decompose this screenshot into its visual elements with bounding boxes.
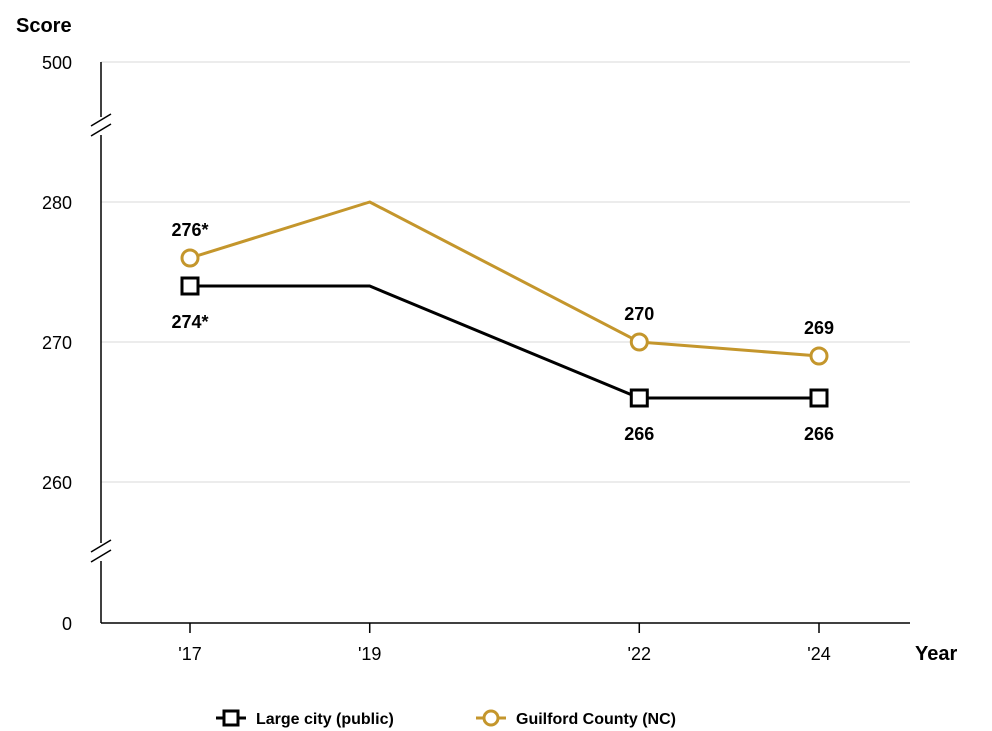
y-tick-labels: 500 280 270 260 0: [42, 53, 72, 634]
y-tick-label-260: 260: [42, 473, 72, 493]
data-labels: 274* 266 266 276* 270 269: [171, 220, 834, 444]
x-tick-label-0: '17: [178, 644, 201, 664]
axis-break-upper: [90, 113, 112, 137]
y-axis-title: Score: [16, 15, 72, 37]
series-0: [180, 276, 829, 408]
series-line-1: [189, 200, 820, 358]
data-point-square[interactable]: [180, 276, 200, 296]
legend-item-large-city[interactable]: Large city (public): [216, 709, 394, 728]
series-1: [180, 200, 829, 366]
data-label: 266: [624, 424, 654, 444]
legend-circle-marker-icon: [482, 709, 500, 727]
series-layer: [180, 200, 829, 408]
axis-break-lower: [90, 539, 112, 563]
x-tick-label-3: '24: [807, 644, 830, 664]
series-line-0: [190, 284, 819, 400]
x-axis-title: Year: [915, 643, 957, 665]
data-label: 269: [804, 318, 834, 338]
legend-item-guilford[interactable]: Guilford County (NC): [476, 709, 676, 728]
data-label: 276*: [171, 220, 208, 240]
x-tick-label-1: '19: [358, 644, 381, 664]
data-point-circle[interactable]: [180, 248, 200, 268]
y-tick-label-270: 270: [42, 333, 72, 353]
data-point-circle[interactable]: [629, 332, 649, 352]
x-tick-label-2: '22: [628, 644, 651, 664]
data-point-square[interactable]: [809, 388, 829, 408]
data-label: 274*: [171, 312, 208, 332]
legend-label-large-city: Large city (public): [256, 711, 394, 728]
y-tick-label-0: 0: [62, 614, 72, 634]
y-tick-label-500: 500: [42, 53, 72, 73]
data-label: 270: [624, 304, 654, 324]
axes: [90, 62, 910, 624]
y-tick-label-280: 280: [42, 193, 72, 213]
data-point-square[interactable]: [629, 388, 649, 408]
data-label: 266: [804, 424, 834, 444]
legend-label-guilford: Guilford County (NC): [516, 711, 676, 728]
legend-square-marker-icon: [222, 709, 240, 727]
data-point-circle[interactable]: [809, 346, 829, 366]
legend: Large city (public) Guilford County (NC): [216, 709, 676, 728]
x-tick-labels: '17 '19 '22 '24: [178, 623, 831, 664]
